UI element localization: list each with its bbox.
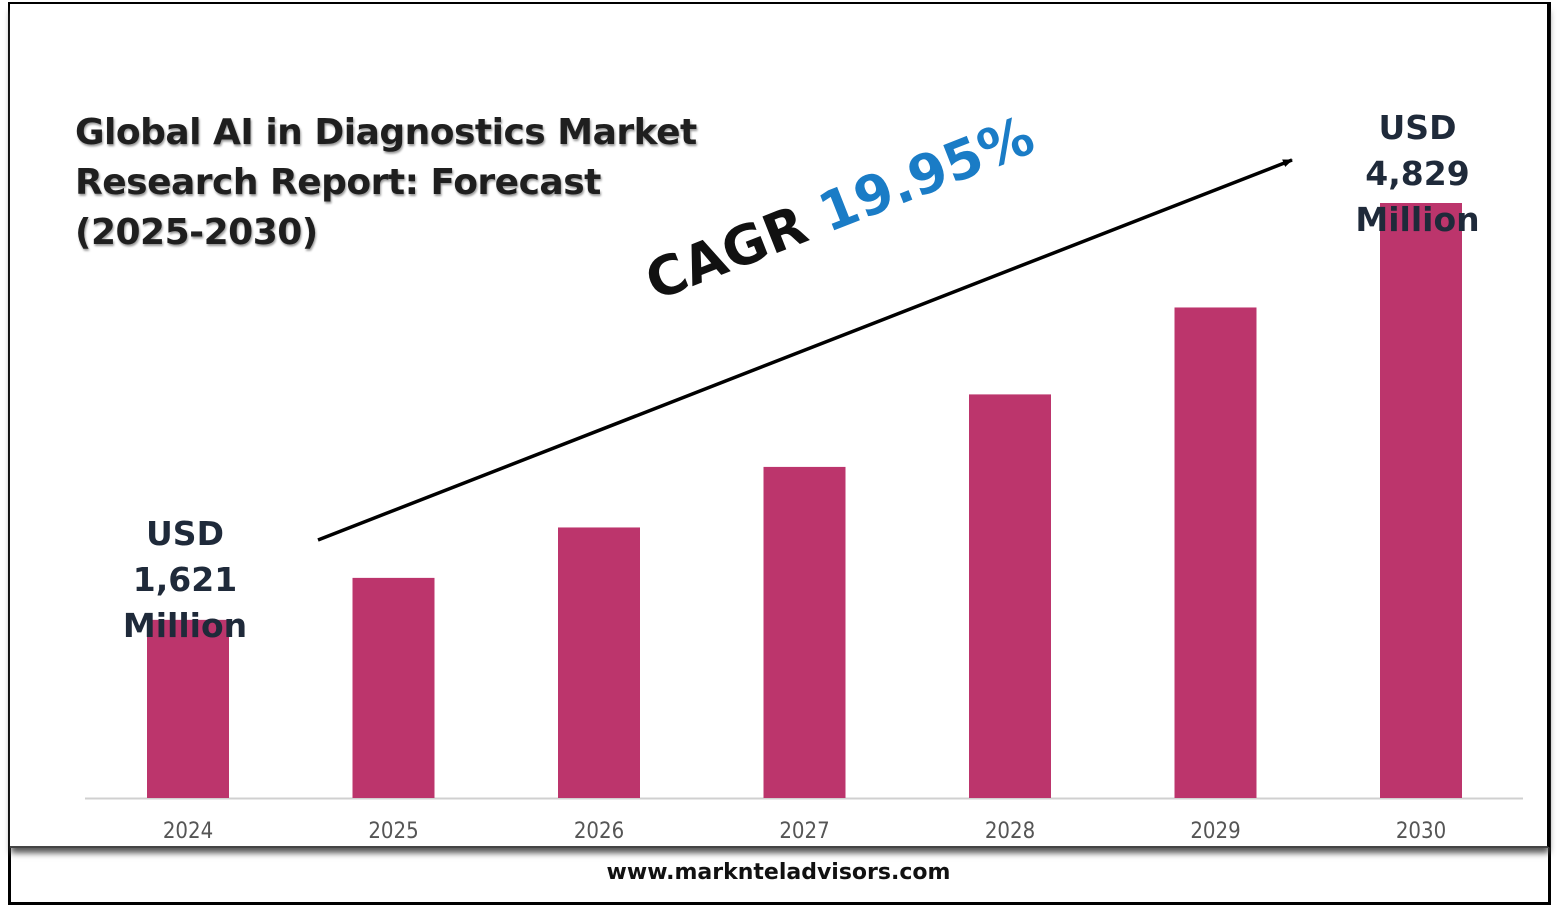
x-tick-label: 2028: [985, 819, 1035, 844]
chart-title: Global AI in Diagnostics Market Research…: [75, 108, 697, 258]
end-value: 4,829: [1365, 154, 1470, 193]
end-value-annotation: USD 4,829 Million: [1325, 105, 1510, 243]
x-tick-label: 2024: [163, 819, 213, 844]
bar-2025: [352, 577, 435, 798]
x-tick-label: 2025: [368, 819, 418, 844]
bar-2028: [969, 394, 1051, 798]
start-unit: Million: [122, 606, 248, 645]
growth-arrow: [317, 158, 1293, 542]
title-line-1: Global AI in Diagnostics Market: [75, 112, 697, 153]
start-prefix: USD: [146, 514, 224, 553]
bar-2030: [1380, 203, 1462, 798]
bar-2024: [147, 619, 229, 798]
title-line-2: Research Report: Forecast: [75, 162, 601, 203]
start-value-annotation: USD 1,621 Million: [95, 511, 275, 649]
end-unit: Million: [1355, 200, 1480, 239]
bar-2029: [1174, 307, 1257, 798]
x-tick-label: 2027: [779, 819, 829, 844]
x-tick-label: 2026: [574, 819, 624, 844]
end-prefix: USD: [1378, 108, 1457, 147]
x-tick-label: 2029: [1190, 819, 1240, 844]
bar-2026: [558, 527, 640, 798]
start-value: 1,621: [132, 560, 238, 599]
bar-2027: [763, 466, 846, 798]
website-footer[interactable]: www.marknteladvisors.com: [606, 860, 951, 885]
title-line-3: (2025-2030): [75, 212, 318, 253]
x-tick-label: 2030: [1396, 819, 1446, 844]
